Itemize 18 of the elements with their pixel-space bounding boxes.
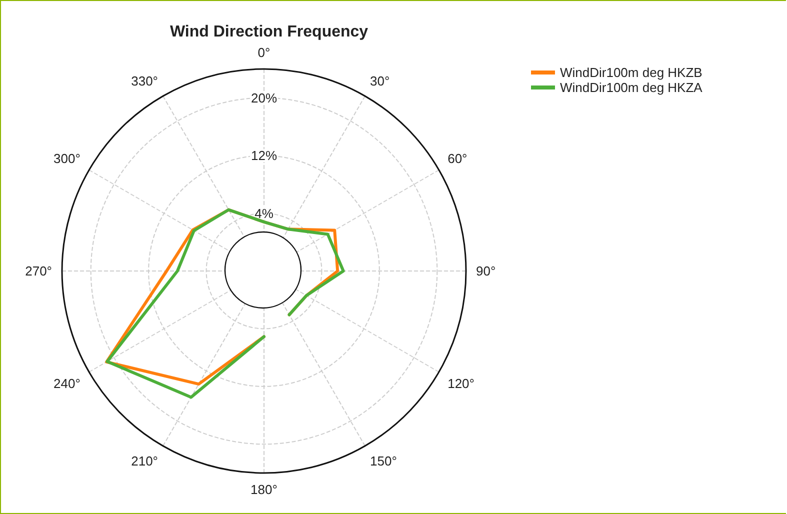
spoke-label: 210° (131, 454, 158, 469)
spoke-label: 150° (370, 454, 397, 469)
spoke-label: 240° (54, 376, 80, 391)
spoke-label: 270° (25, 264, 52, 278)
y-tick-label: 4% (254, 206, 274, 221)
spoke-label: 120° (448, 376, 474, 391)
y-tick-label: 12% (250, 148, 278, 164)
spoke-label: 180° (250, 482, 278, 497)
spoke-label: 300° (54, 151, 80, 166)
y-tick-label: 20% (250, 90, 278, 106)
chart-title: Wind Direction Frequency (170, 24, 368, 40)
spoke-label: 0° (258, 45, 270, 60)
legend-label: WindDir100m deg HKZA (560, 80, 703, 95)
spoke-label: 90° (476, 264, 496, 278)
spoke-label: 330° (131, 73, 158, 88)
spoke-label: 60° (448, 151, 468, 166)
spoke-label: 30° (370, 73, 390, 88)
legend-label: WindDir100m deg HKZB (560, 65, 702, 80)
